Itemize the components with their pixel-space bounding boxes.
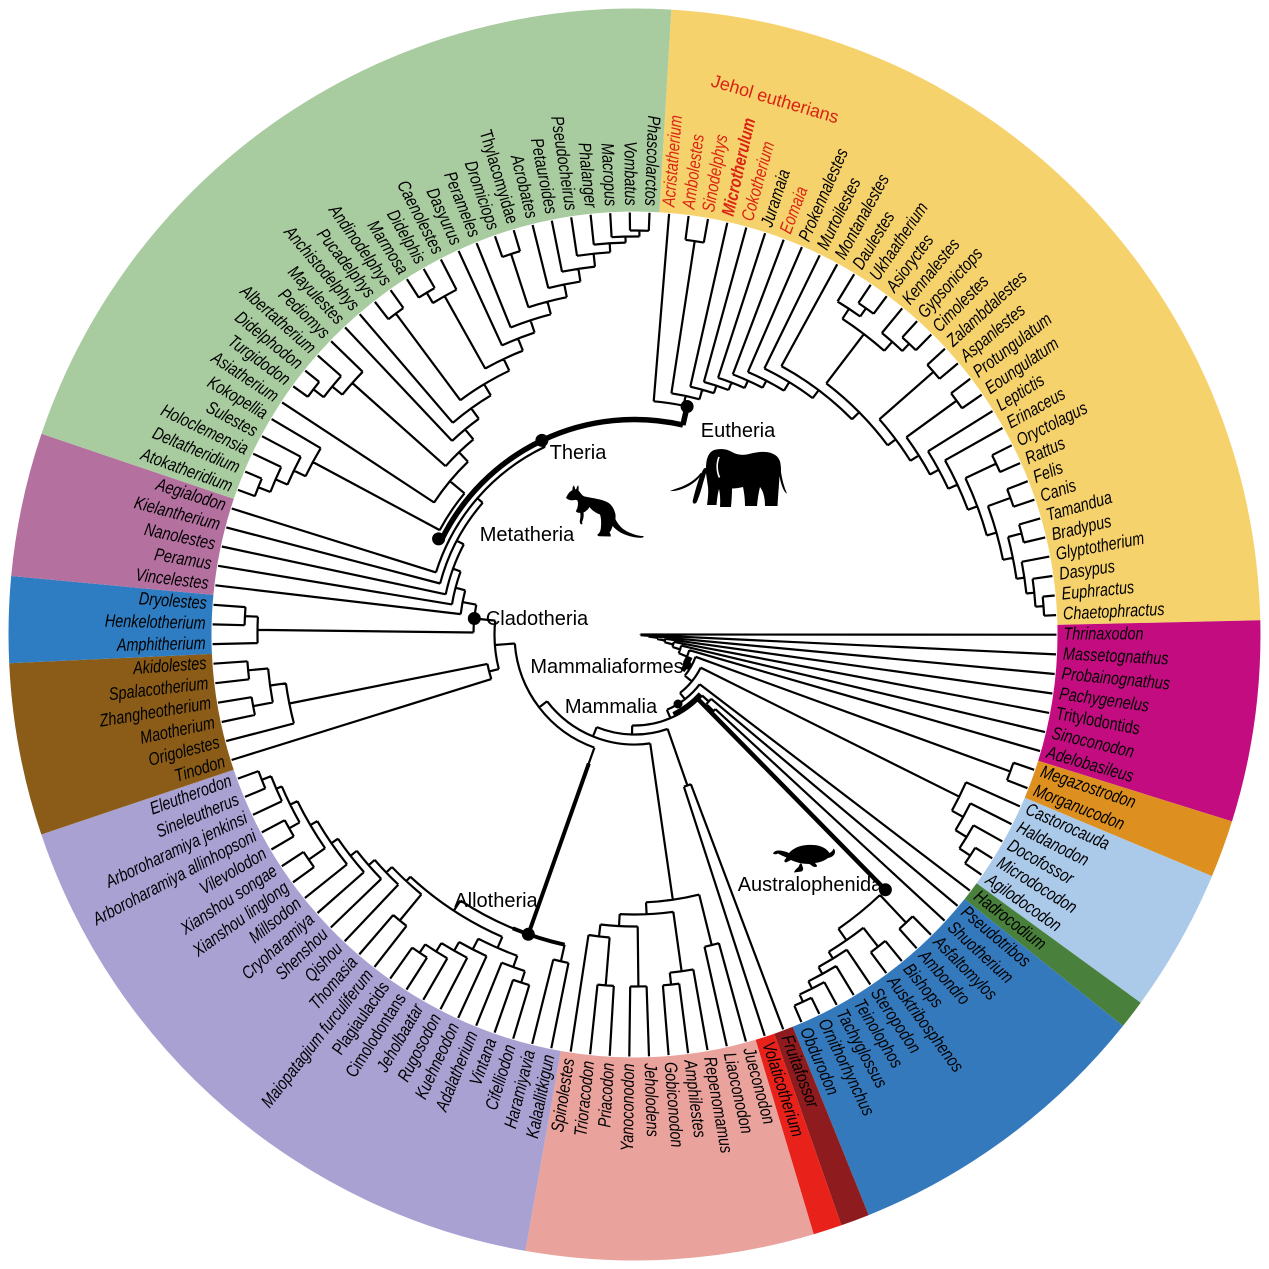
svg-text:Priacodon: Priacodon <box>595 1062 619 1128</box>
svg-text:Amphitherium: Amphitherium <box>116 633 206 655</box>
svg-text:Cladotheria: Cladotheria <box>486 608 589 630</box>
svg-text:Mammalia: Mammalia <box>565 696 658 718</box>
svg-text:Thrinaxodon: Thrinaxodon <box>1064 624 1144 644</box>
svg-text:Allotheria: Allotheria <box>454 890 538 912</box>
svg-text:Mammaliaformes: Mammaliaformes <box>530 656 683 678</box>
svg-text:Metatheria: Metatheria <box>480 524 575 546</box>
svg-text:Theria: Theria <box>550 442 608 464</box>
svg-text:Phascolarctos: Phascolarctos <box>641 115 664 206</box>
svg-text:Henkelotherium: Henkelotherium <box>105 611 206 633</box>
svg-text:Vombatus: Vombatus <box>620 141 641 205</box>
svg-text:Macropus: Macropus <box>597 143 620 207</box>
svg-text:Massetognathus: Massetognathus <box>1063 644 1169 669</box>
svg-text:Dryolestes: Dryolestes <box>138 589 207 614</box>
svg-text:Yanoconodon: Yanoconodon <box>618 1063 639 1151</box>
svg-text:Chaetophractus: Chaetophractus <box>1063 599 1165 623</box>
svg-text:Australophenida: Australophenida <box>738 874 883 896</box>
svg-text:Jeholodens: Jeholodens <box>640 1062 662 1137</box>
svg-text:Eutheria: Eutheria <box>701 420 776 442</box>
